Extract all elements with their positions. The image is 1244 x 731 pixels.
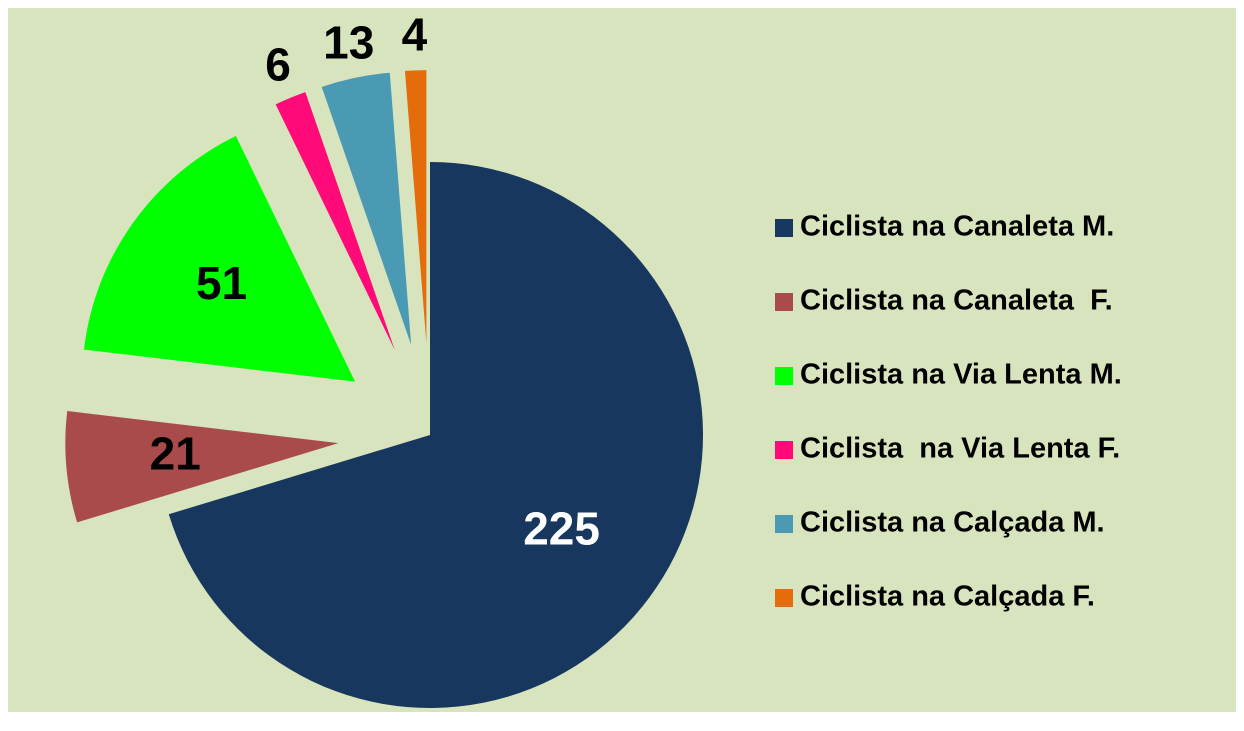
legend-label: Ciclista na Via Lenta F.	[800, 433, 1120, 465]
data-label: 6	[265, 38, 291, 90]
legend-label: Ciclista na Calçada F.	[800, 581, 1095, 613]
legend-label: Ciclista na Calçada M.	[800, 507, 1105, 539]
legend-label: Ciclista na Canaleta F.	[800, 285, 1113, 317]
legend-label: Ciclista na Via Lenta M.	[800, 359, 1122, 391]
pie-slice	[275, 92, 395, 351]
legend-swatch	[775, 515, 793, 533]
pie-slice	[404, 70, 427, 344]
pie-slice	[65, 411, 339, 523]
data-label: 13	[323, 17, 374, 69]
legend-swatch	[775, 589, 793, 607]
pie-slice	[321, 72, 412, 345]
legend-swatch	[775, 367, 793, 385]
legend-swatch	[775, 219, 793, 237]
legend-swatch	[775, 293, 793, 311]
data-label: 225	[523, 503, 600, 555]
pie-slice	[168, 162, 703, 709]
legend-swatch	[775, 441, 793, 459]
data-label: 21	[150, 428, 201, 480]
pie-slice	[83, 136, 356, 382]
data-label: 4	[402, 8, 428, 60]
data-label: 51	[196, 257, 247, 309]
legend-label: Ciclista na Canaleta M.	[800, 211, 1114, 243]
